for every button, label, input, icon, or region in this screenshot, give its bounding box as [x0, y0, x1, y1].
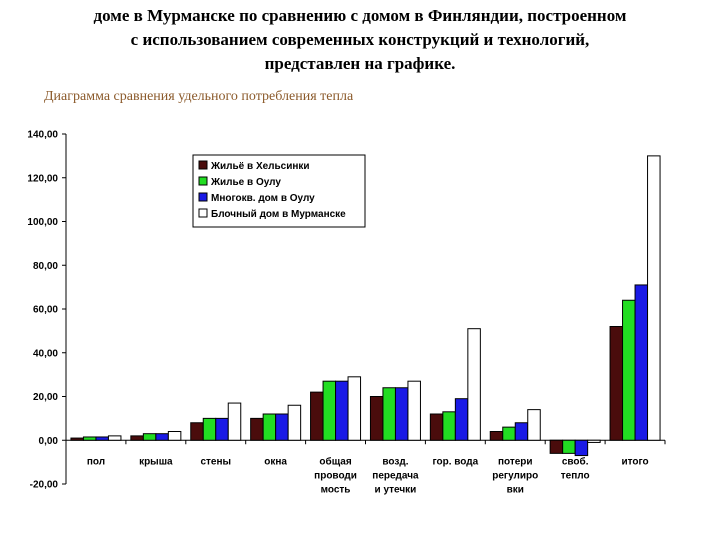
- bar: [287, 404, 302, 441]
- legend-swatch: [198, 208, 208, 218]
- bar: [549, 439, 564, 454]
- bar: [489, 431, 504, 441]
- y-tick-label: 140,00: [27, 130, 58, 141]
- bar: [250, 417, 264, 441]
- bar: [382, 387, 396, 441]
- category-label: гор. вода: [432, 456, 478, 467]
- category-label: передача: [372, 470, 419, 481]
- category-label: общая: [319, 455, 351, 467]
- y-tick-label: -20,00: [30, 480, 59, 491]
- category-label: потери: [498, 456, 533, 467]
- bar: [562, 439, 576, 454]
- bar: [215, 417, 229, 441]
- legend-swatch: [198, 192, 208, 202]
- bar: [310, 391, 324, 441]
- category-label: пол: [87, 456, 105, 467]
- category-label: мость: [321, 484, 351, 495]
- category-label: крыша: [139, 456, 173, 467]
- y-tick-label: 40,00: [33, 348, 58, 359]
- category-label: тепло: [561, 470, 590, 481]
- category-label: итого: [621, 456, 648, 467]
- legend-label: Жилье в Оулу: [210, 177, 281, 188]
- bar: [335, 380, 349, 441]
- category-label: окна: [264, 456, 287, 467]
- category-label: вки: [507, 484, 524, 495]
- bar: [322, 380, 337, 441]
- bar: [587, 439, 601, 443]
- bar: [574, 439, 589, 457]
- bar: [70, 437, 84, 441]
- bar: [502, 426, 516, 441]
- bar: [190, 422, 204, 441]
- bar: [227, 402, 242, 441]
- bar: [369, 396, 384, 441]
- bar: [454, 398, 469, 441]
- bars-layer: [70, 155, 661, 457]
- category-label: и утечки: [375, 484, 417, 495]
- heading-line-1: доме в Мурманске по сравнению с домом в …: [93, 6, 627, 25]
- bar: [202, 417, 217, 441]
- bar: [347, 376, 362, 441]
- legend-swatch: [198, 176, 208, 186]
- legend-label: Многокв. дом в Оулу: [211, 193, 315, 204]
- category-label: проводи: [314, 470, 357, 481]
- bar: [407, 380, 421, 441]
- chart-subtitle: Диаграмма сравнения удельного потреблени…: [44, 89, 354, 104]
- bar: [394, 387, 409, 441]
- slide-heading: доме в Мурманске по сравнению с домом в …: [20, 4, 700, 76]
- bar: [262, 413, 277, 441]
- bar: [634, 284, 649, 441]
- y-tick-label: 0,00: [39, 436, 59, 447]
- y-tick-label: 120,00: [27, 173, 58, 184]
- bar: [514, 422, 529, 441]
- legend-label: Жильё в Хельсинки: [210, 161, 310, 172]
- legend-box: [192, 154, 366, 228]
- bar: [95, 436, 109, 441]
- category-labels: пол крыша стены окна общая проводи мость возд. п…: [87, 455, 649, 495]
- bar: [527, 409, 541, 441]
- y-tick-label: 60,00: [33, 305, 58, 316]
- bar: [167, 431, 182, 441]
- bar: [429, 413, 444, 441]
- legend-swatch: [198, 160, 208, 170]
- category-label: стены: [200, 456, 231, 467]
- category-label: регулиро: [492, 470, 538, 481]
- bar: [442, 411, 456, 441]
- y-tick-label: 80,00: [33, 261, 58, 272]
- y-tick-label: 20,00: [33, 392, 58, 403]
- bar: [155, 433, 169, 441]
- bar: [130, 435, 144, 441]
- legend-label: Блочный дом в Мурманске: [211, 209, 346, 220]
- bar: [647, 155, 661, 441]
- category-label: возд.: [382, 456, 408, 467]
- bar: [82, 436, 97, 441]
- y-tick-label: 100,00: [27, 217, 58, 228]
- legend: Жильё в Хельсинки Жилье в Оулу Многокв. до…: [192, 154, 366, 228]
- heading-line-3: представлен на графике.: [264, 54, 456, 73]
- bar: [467, 328, 481, 441]
- bar: [609, 326, 624, 441]
- category-label: своб.: [562, 455, 589, 467]
- heading-line-2: с использованием современных конструкций…: [130, 30, 590, 49]
- bar: [622, 299, 636, 441]
- bar: [107, 435, 122, 441]
- bar: [275, 413, 289, 441]
- bar: [142, 433, 157, 441]
